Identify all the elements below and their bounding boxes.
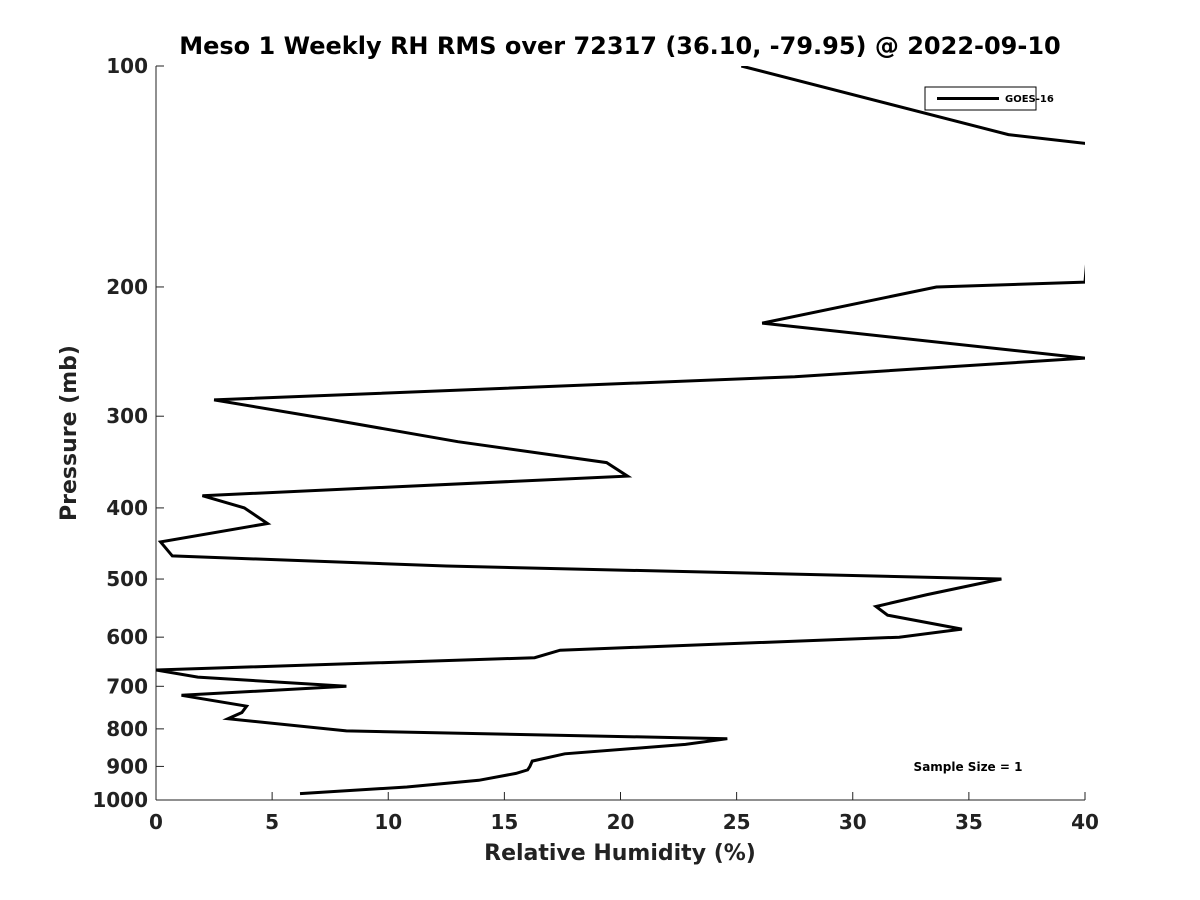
x-tick-label: 25 (723, 810, 751, 834)
x-tick-label: 0 (149, 810, 163, 834)
x-tick-label: 30 (839, 810, 867, 834)
y-tick-label: 500 (106, 567, 148, 591)
x-tick-label: 10 (374, 810, 402, 834)
legend: GOES-16 (924, 86, 1054, 111)
x-tick-label: 35 (955, 810, 983, 834)
series-line-goes-16 (156, 66, 1085, 796)
chart-title: Meso 1 Weekly RH RMS over 72317 (36.10, … (179, 32, 1061, 60)
y-tick-label: 700 (106, 674, 148, 698)
plot-area: 0 5 10 15 20 25 30 35 40 100 200 300 400 500 600 700 800… (92, 54, 1099, 834)
y-tick-label: 900 (106, 754, 148, 778)
x-tick-label: 40 (1071, 810, 1099, 834)
y-tick-label: 100 (106, 54, 148, 78)
x-tick-label: 20 (607, 810, 635, 834)
legend-entry-goes-16: GOES-16 (1005, 94, 1054, 105)
y-tick-label: 200 (106, 275, 148, 299)
x-axis-label: Relative Humidity (%) (484, 841, 756, 866)
y-axis-label: Pressure (mb) (57, 345, 82, 521)
x-tick-label: 5 (265, 810, 279, 834)
y-tick-label: 800 (106, 717, 148, 741)
y-tick-label: 600 (106, 625, 148, 649)
y-tick-label: 400 (106, 496, 148, 520)
y-tick-label: 1000 (92, 788, 148, 812)
y-tick-label: 300 (106, 404, 148, 428)
x-tick-label: 15 (490, 810, 518, 834)
sample-size-annotation: Sample Size = 1 (914, 760, 1023, 774)
